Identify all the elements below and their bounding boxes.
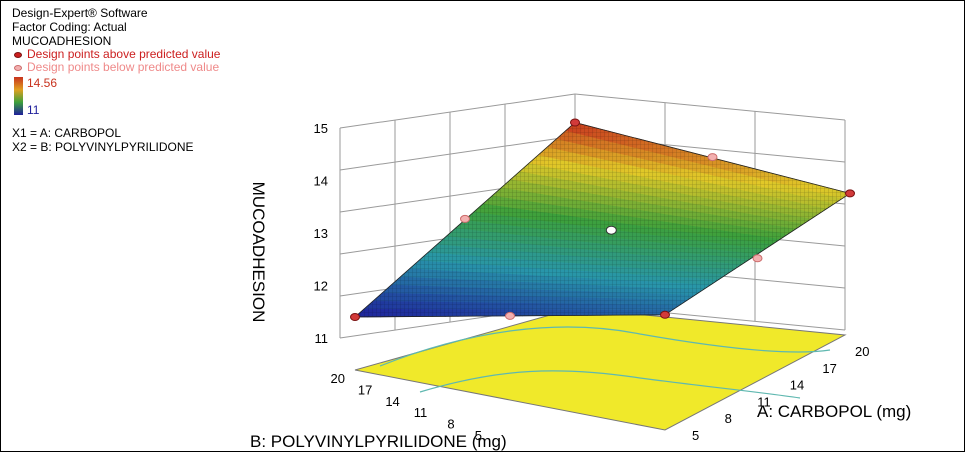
- legend-below: Design points below predicted value: [27, 60, 220, 74]
- z-tick-label: 13: [314, 226, 328, 241]
- z-axis-label: MUCOADHESION: [249, 182, 268, 323]
- software-title: Design-Expert® Software: [12, 6, 148, 20]
- z-tick-label: 14: [314, 174, 328, 189]
- a-axis-ticks: 5 8 11 14 17 20: [692, 344, 869, 443]
- factor-coding: Factor Coding: Actual: [12, 20, 127, 34]
- b-tick-label: 11: [414, 405, 428, 420]
- a-tick-label: 8: [725, 411, 732, 426]
- design-point-above: [845, 189, 855, 198]
- design-point-above: [350, 313, 360, 321]
- below-point-icon: [14, 65, 22, 71]
- scale-min-label: 11: [27, 103, 40, 117]
- scale-max-label: 14.56: [27, 76, 58, 90]
- b-tick-label: 17: [358, 382, 372, 397]
- factor-x1: X1 = A: CARBOPOL: [12, 126, 122, 140]
- design-point-center: [605, 225, 617, 235]
- design-point-below: [752, 254, 763, 263]
- z-tick-label: 15: [314, 121, 328, 136]
- b-tick-label: 20: [331, 371, 345, 386]
- a-tick-label: 20: [855, 344, 869, 359]
- legend-above: Design points above predicted value: [27, 47, 221, 61]
- design-point-below: [707, 153, 718, 162]
- b-tick-label: 14: [385, 394, 399, 409]
- b-tick-label: 5: [475, 428, 482, 443]
- design-points: [350, 118, 855, 321]
- b-tick-label: 8: [447, 417, 454, 432]
- a-tick-label: 17: [822, 361, 836, 376]
- design-point-below: [505, 311, 515, 320]
- floor-contour-2: [419, 370, 801, 399]
- z-tick-label: 11: [315, 331, 329, 346]
- floor-contour-1: [379, 326, 831, 367]
- response-name: MUCOADHESION: [12, 34, 112, 48]
- color-scale-bar: [14, 77, 23, 115]
- z-axis-ticks: 11 12 13 14 15: [314, 121, 328, 346]
- a-axis-label: A: CARBOPOL (mg): [757, 402, 911, 421]
- z-tick-label: 12: [314, 279, 328, 294]
- b-axis-label: B: POLYVINYLPYRILIDONE (mg): [250, 432, 507, 451]
- design-point-above: [570, 118, 580, 127]
- surface-mesh: [355, 122, 850, 317]
- factor-x2: X2 = B: POLYVINYLPYRILIDONE: [12, 140, 194, 154]
- above-point-icon: [14, 52, 22, 58]
- a-tick-label: 5: [692, 428, 699, 443]
- b-axis-ticks: 20 17 14 11 8 5: [331, 371, 482, 443]
- design-point-below: [460, 214, 470, 223]
- a-tick-label: 11: [757, 394, 771, 409]
- design-point-above: [660, 310, 670, 319]
- contour-floor: [354, 307, 847, 431]
- a-tick-label: 14: [790, 378, 804, 393]
